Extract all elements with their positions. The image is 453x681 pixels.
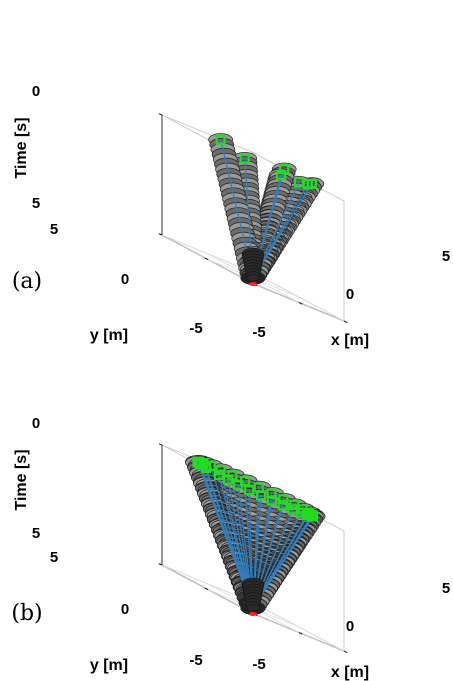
y-tick-mark bbox=[204, 587, 209, 590]
y-tick-minus5: -5 bbox=[189, 652, 202, 669]
trajectory-marks bbox=[185, 455, 326, 616]
y-axis-label: y [m] bbox=[90, 657, 128, 674]
x-tick-mark bbox=[298, 302, 303, 305]
z-tick-0: 0 bbox=[32, 83, 40, 100]
y-tick-mark bbox=[204, 257, 209, 260]
goal-stack-disc bbox=[246, 274, 260, 282]
start-marker bbox=[240, 475, 251, 487]
y-tick-5: 5 bbox=[50, 221, 58, 238]
trajectory-marks bbox=[208, 133, 325, 286]
start-marker bbox=[215, 134, 226, 145]
z-tick-mark bbox=[158, 233, 163, 236]
goal-marker bbox=[249, 612, 257, 616]
start-marker bbox=[239, 153, 250, 164]
start-marker bbox=[266, 488, 277, 499]
x-tick-mark bbox=[343, 650, 348, 654]
start-marker bbox=[200, 462, 212, 474]
start-marker bbox=[277, 500, 288, 511]
goal-marker bbox=[249, 282, 257, 286]
panel-label-b: (b) bbox=[11, 601, 42, 626]
x-tick-0: 0 bbox=[346, 286, 354, 303]
x-axis-label: x [m] bbox=[331, 332, 369, 349]
x-tick-5: 5 bbox=[442, 580, 450, 597]
y-axis-label: y [m] bbox=[90, 327, 128, 344]
start-marker bbox=[215, 464, 226, 476]
z-tick-5: 5 bbox=[32, 525, 40, 542]
trajectory-path bbox=[252, 183, 313, 279]
start-marker bbox=[306, 510, 318, 521]
y-tick-0: 0 bbox=[121, 601, 129, 618]
plot-panel-b: 0 5 5 0 -5 -5 0 5 Time [s] y [m] x [m] (… bbox=[11, 415, 450, 681]
start-marker bbox=[289, 499, 300, 511]
grid-line bbox=[161, 234, 253, 273]
start-marker bbox=[306, 178, 317, 189]
z-tick-mark bbox=[158, 113, 163, 116]
start-marker bbox=[278, 494, 289, 505]
y-tick-0: 0 bbox=[121, 271, 129, 288]
z-tick-0: 0 bbox=[32, 415, 40, 432]
start-marker bbox=[227, 470, 238, 481]
z-axis-label: Time [s] bbox=[13, 449, 30, 510]
x-tick-minus5: -5 bbox=[252, 324, 265, 341]
start-marker bbox=[192, 457, 203, 468]
start-marker bbox=[279, 164, 290, 175]
x-tick-mark bbox=[298, 632, 303, 635]
z-axis-label: Time [s] bbox=[13, 117, 30, 178]
panel-label-a: (a) bbox=[12, 269, 42, 294]
grid-line bbox=[251, 601, 345, 652]
x-tick-minus5: -5 bbox=[252, 656, 265, 673]
y-tick-minus5: -5 bbox=[189, 320, 202, 337]
start-marker bbox=[253, 482, 264, 493]
y-tick-5: 5 bbox=[50, 549, 58, 566]
x-tick-mark bbox=[343, 320, 348, 324]
z-tick-mark bbox=[158, 563, 163, 566]
z-tick-mark bbox=[158, 443, 163, 446]
x-tick-5: 5 bbox=[442, 248, 450, 265]
axes-edge bbox=[161, 114, 253, 153]
z-tick-5: 5 bbox=[32, 195, 40, 212]
grid-line bbox=[251, 271, 345, 322]
x-axis-label: x [m] bbox=[331, 664, 369, 681]
x-tick-0: 0 bbox=[346, 618, 354, 635]
plot-panel-a: 0 5 5 0 -5 -5 0 5 Time [s] y [m] x [m] (… bbox=[12, 83, 450, 349]
goal-stack-disc bbox=[246, 604, 260, 612]
